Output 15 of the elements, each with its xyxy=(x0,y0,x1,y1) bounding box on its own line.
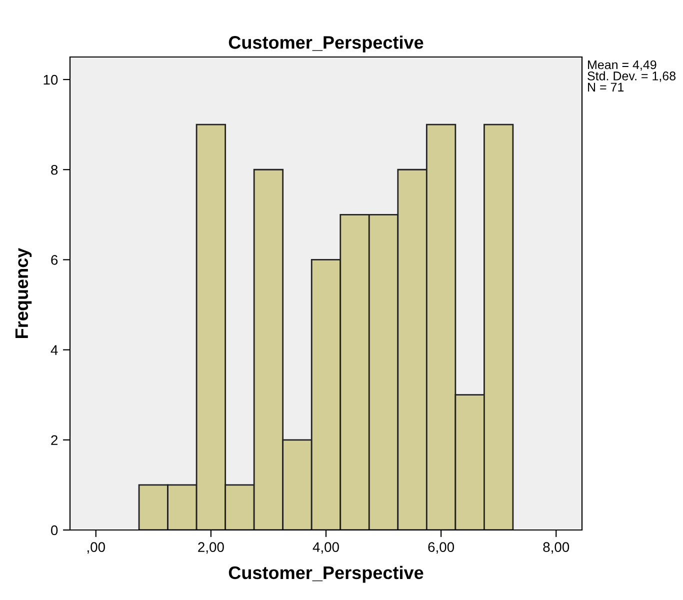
x-tick-label: 4,00 xyxy=(312,542,339,554)
x-tick-label: 2,00 xyxy=(198,542,224,554)
y-tick-label: 2 xyxy=(51,435,58,445)
y-tick-label: 4 xyxy=(50,345,58,355)
chart-title: Customer_Perspective xyxy=(228,36,424,52)
x-axis-title: Customer_Perspective xyxy=(228,566,424,583)
x-tick-label: ,00 xyxy=(87,542,105,554)
y-axis-title: Frequency xyxy=(15,248,32,338)
y-tick-label: 10 xyxy=(44,74,58,85)
y-tick-label: 8 xyxy=(51,164,58,175)
x-tick-label: 6,00 xyxy=(428,542,454,554)
y-tick-label: 0 xyxy=(51,525,58,536)
text: Mean = 4,49 Std. Dev. = 1,68 N = 71 xyxy=(588,60,676,92)
y-tick-label: 6 xyxy=(51,255,58,265)
x-tick-label: 8,00 xyxy=(543,542,570,554)
